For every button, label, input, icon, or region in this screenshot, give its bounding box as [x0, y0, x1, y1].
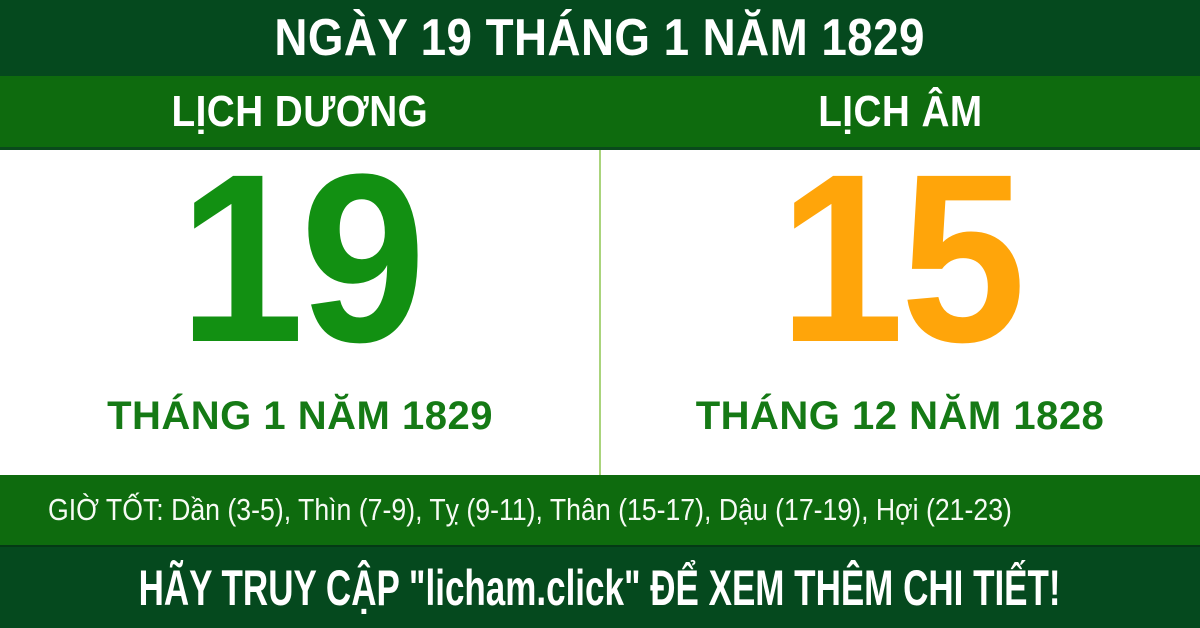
solar-label-cell: LỊCH DƯƠNG — [0, 76, 600, 147]
solar-day-number: 19 — [178, 124, 425, 392]
good-hours-text: GIỜ TỐT: Dần (3-5), Thìn (7-9), Tỵ (9-11… — [48, 492, 1012, 527]
solar-month-year: THÁNG 1 NĂM 1829 — [107, 394, 493, 438]
lunar-label-cell: LỊCH ÂM — [600, 76, 1200, 147]
footer-cta-text: HÃY TRUY CẬP "licham.click" ĐỂ XEM THÊM … — [139, 559, 1061, 616]
date-title: NGÀY 19 THÁNG 1 NĂM 1829 — [274, 9, 926, 67]
lunar-month-year: THÁNG 12 NĂM 1828 — [695, 394, 1105, 438]
date-title-bar: NGÀY 19 THÁNG 1 NĂM 1829 — [0, 0, 1200, 76]
panel-divider — [599, 150, 601, 475]
solar-calendar-label: LỊCH DƯƠNG — [171, 86, 429, 136]
footer-cta-bar: HÃY TRUY CẬP "licham.click" ĐỂ XEM THÊM … — [0, 545, 1200, 628]
lunar-panel: 15 THÁNG 12 NĂM 1828 — [600, 138, 1200, 475]
solar-panel: 19 THÁNG 1 NĂM 1829 — [0, 138, 600, 475]
calendar-body: 19 THÁNG 1 NĂM 1829 15 THÁNG 12 NĂM 1828 — [0, 138, 1200, 475]
lunar-day-number: 15 — [778, 124, 1025, 392]
calendar-type-bar: LỊCH DƯƠNG LỊCH ÂM — [0, 76, 1200, 150]
good-hours-bar: GIỜ TỐT: Dần (3-5), Thìn (7-9), Tỵ (9-11… — [0, 475, 1200, 545]
lunar-calendar-label: LỊCH ÂM — [817, 86, 983, 136]
